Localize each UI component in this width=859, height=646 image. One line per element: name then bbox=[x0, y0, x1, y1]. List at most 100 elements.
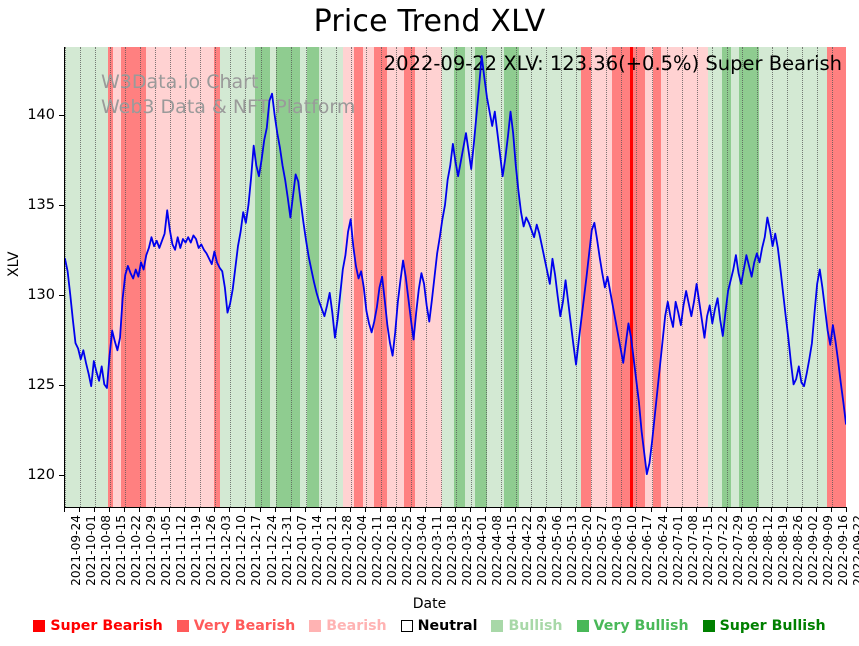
x-tick-label: 2021-10-08 bbox=[99, 515, 114, 586]
x-tick bbox=[846, 507, 847, 512]
x-tick-label: 2022-01-28 bbox=[339, 515, 354, 586]
legend-entry[interactable]: Super Bullish bbox=[702, 618, 826, 634]
legend-swatch-icon bbox=[576, 620, 589, 632]
legend-swatch-icon bbox=[309, 620, 322, 632]
x-tick bbox=[665, 507, 667, 512]
x-tick-label: 2022-02-18 bbox=[384, 515, 399, 586]
x-tick bbox=[184, 507, 186, 512]
x-tick-label: 2022-08-05 bbox=[745, 515, 760, 586]
x-tick-label: 2022-08-19 bbox=[775, 515, 790, 586]
legend: Super Bearish Very Bearish Bearish Neutral B… bbox=[0, 618, 859, 634]
x-tick bbox=[379, 507, 381, 512]
y-tick-label: 130 bbox=[27, 286, 55, 303]
x-tick bbox=[620, 507, 622, 512]
x-tick bbox=[79, 507, 81, 512]
x-tick bbox=[244, 507, 246, 512]
x-tick bbox=[560, 507, 562, 512]
x-tick bbox=[199, 507, 201, 512]
x-tick-label: 2022-01-07 bbox=[294, 515, 309, 586]
x-tick bbox=[334, 507, 336, 512]
x-tick bbox=[364, 507, 366, 512]
x-tick-label: 2022-02-04 bbox=[354, 515, 369, 586]
sentiment-band bbox=[403, 47, 416, 507]
x-tick bbox=[139, 507, 141, 512]
x-tick-label: 2021-12-03 bbox=[219, 515, 234, 586]
x-tick-label: 2022-09-02 bbox=[805, 515, 820, 586]
sentiment-band bbox=[621, 47, 631, 507]
x-tick bbox=[755, 507, 757, 512]
x-tick bbox=[485, 507, 487, 512]
sentiment-band bbox=[629, 47, 634, 507]
x-tick bbox=[725, 507, 727, 512]
x-tick bbox=[605, 507, 607, 512]
x-tick-label: 2021-11-19 bbox=[189, 515, 204, 586]
x-tick-label: 2021-09-24 bbox=[69, 515, 83, 586]
legend-swatch-icon bbox=[702, 620, 715, 632]
sentiment-band bbox=[65, 47, 109, 507]
sentiment-band bbox=[518, 47, 533, 507]
x-tick bbox=[650, 507, 652, 512]
x-tick bbox=[470, 507, 472, 512]
legend-entry[interactable]: Neutral bbox=[400, 618, 477, 634]
x-tick-label: 2022-02-11 bbox=[369, 515, 384, 586]
sentiment-band bbox=[731, 47, 740, 507]
page-title: Price Trend XLV bbox=[313, 4, 546, 39]
sentiment-band bbox=[319, 47, 344, 507]
sentiment-band bbox=[276, 47, 301, 507]
price-line bbox=[65, 55, 846, 476]
x-tick bbox=[214, 507, 216, 512]
sentiment-band bbox=[145, 47, 215, 507]
legend-swatch-icon bbox=[176, 620, 189, 632]
x-tick-label: 2022-02-25 bbox=[399, 515, 414, 586]
x-tick bbox=[169, 507, 171, 512]
x-tick-label: 2021-12-24 bbox=[264, 515, 279, 586]
sentiment-band bbox=[465, 47, 476, 507]
x-tick bbox=[740, 507, 742, 512]
x-tick-label: 2022-06-17 bbox=[640, 515, 655, 586]
x-tick bbox=[530, 507, 532, 512]
sentiment-band bbox=[299, 47, 308, 507]
x-tick-label: 2021-10-15 bbox=[114, 515, 129, 586]
x-tick bbox=[154, 507, 156, 512]
sentiment-band bbox=[362, 47, 375, 507]
x-tick-label: 2022-06-24 bbox=[655, 515, 670, 586]
sentiment-band bbox=[759, 47, 774, 507]
x-tick bbox=[830, 507, 832, 512]
legend-label: Bearish bbox=[326, 618, 387, 634]
sentiment-band bbox=[660, 47, 709, 507]
x-axis-label: Date bbox=[412, 596, 447, 612]
plot-area: W3Data.io Chart Web3 Data & NFT Platform… bbox=[64, 47, 846, 507]
x-tick-label: 2022-09-22 bbox=[851, 515, 859, 586]
x-tick bbox=[229, 507, 231, 512]
sentiment-band bbox=[387, 47, 405, 507]
x-tick bbox=[64, 507, 65, 512]
legend-entry[interactable]: Very Bearish bbox=[176, 618, 295, 634]
x-tick bbox=[590, 507, 592, 512]
legend-entry[interactable]: Super Bearish bbox=[33, 618, 163, 634]
x-tick-label: 2022-06-03 bbox=[610, 515, 625, 586]
sentiment-band bbox=[213, 47, 221, 507]
y-tick bbox=[59, 474, 64, 476]
sentiment-band bbox=[474, 47, 488, 507]
legend-entry[interactable]: Very Bullish bbox=[576, 618, 689, 634]
x-tick bbox=[409, 507, 411, 512]
y-tick-label: 125 bbox=[27, 376, 55, 393]
x-tick bbox=[274, 507, 276, 512]
x-tick bbox=[575, 507, 577, 512]
x-tick bbox=[259, 507, 261, 512]
sentiment-band bbox=[531, 47, 582, 507]
legend-entry[interactable]: Bullish bbox=[491, 618, 563, 634]
legend-swatch-icon bbox=[400, 620, 413, 632]
x-tick bbox=[319, 507, 321, 512]
x-tick-label: 2022-07-22 bbox=[715, 515, 730, 586]
sentiment-band bbox=[645, 47, 654, 507]
legend-label: Super Bearish bbox=[50, 618, 163, 634]
legend-swatch-icon bbox=[491, 620, 504, 632]
x-tick bbox=[545, 507, 547, 512]
x-tick-label: 2021-12-10 bbox=[234, 515, 249, 586]
x-tick-label: 2022-03-04 bbox=[414, 515, 429, 586]
x-tick-label: 2022-04-29 bbox=[535, 515, 550, 586]
legend-entry[interactable]: Bearish bbox=[309, 618, 387, 634]
x-tick bbox=[349, 507, 351, 512]
